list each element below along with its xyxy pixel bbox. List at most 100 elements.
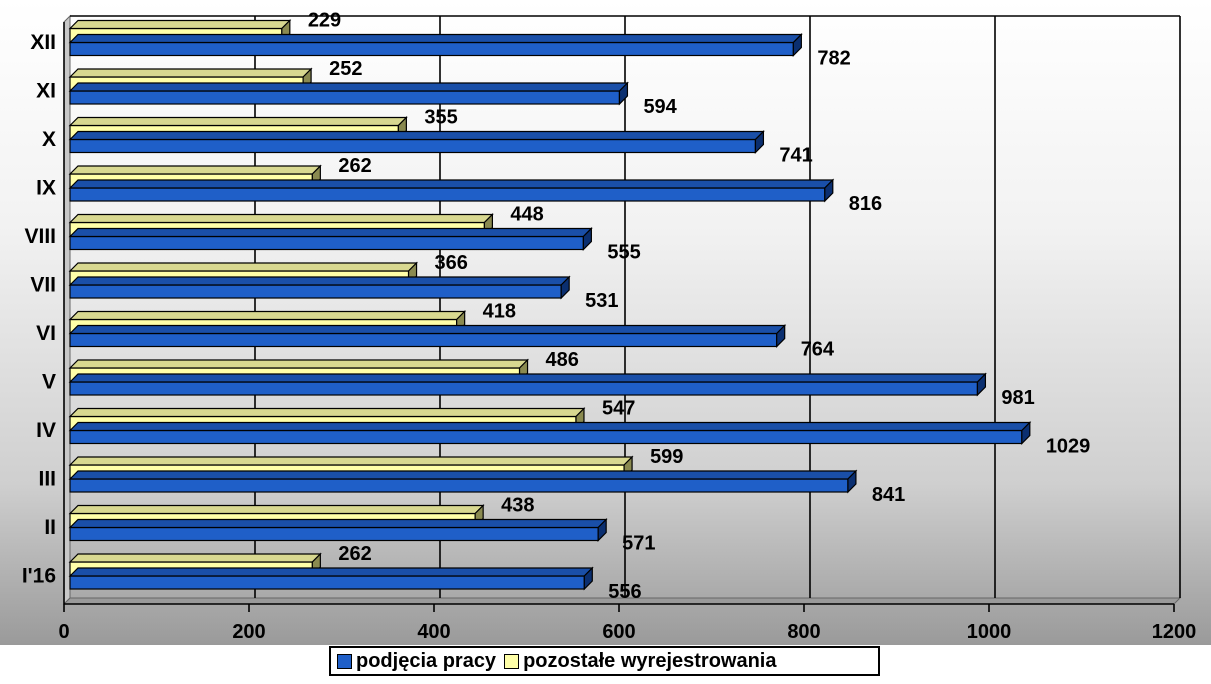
data-label-podjecia: 981 <box>1001 387 1034 409</box>
bar-podjecia <box>69 284 562 299</box>
data-label-pozostale: 599 <box>650 446 683 468</box>
category-label: VI <box>36 322 56 345</box>
bar-pozostale-top <box>68 116 408 127</box>
x-tick-label: 600 <box>602 621 635 643</box>
bar-podjecia <box>69 187 826 202</box>
bar-podjecia-top <box>68 130 765 141</box>
data-label-pozostale: 229 <box>308 10 341 32</box>
x-tick-label: 800 <box>787 621 820 643</box>
bar-podjecia <box>69 332 778 348</box>
data-label-podjecia: 741 <box>779 145 812 167</box>
bar-podjecia <box>69 138 757 154</box>
data-label-podjecia: 782 <box>817 48 850 70</box>
data-label-podjecia: 555 <box>607 242 640 264</box>
x-tick-label: 1000 <box>967 621 1012 643</box>
bar-podjecia-top <box>68 373 987 383</box>
bar-pozostale-top <box>68 19 292 30</box>
bar-podjecia-side <box>792 33 802 57</box>
category-label: XI <box>36 80 56 103</box>
bar-podjecia-top <box>68 227 593 238</box>
data-label-podjecia: 556 <box>608 581 641 603</box>
bar-podjecia-top <box>68 324 787 335</box>
bar-podjecia <box>69 90 621 105</box>
bar-pozostale-top <box>68 456 634 466</box>
bar-podjecia-top <box>68 276 571 286</box>
bar-podjecia-side <box>583 566 593 591</box>
bar-podjecia-side <box>618 81 629 106</box>
category-label: VII <box>30 274 56 297</box>
bar-podjecia <box>69 575 585 590</box>
category-label: X <box>42 128 56 151</box>
x-tick-label: 400 <box>417 621 450 643</box>
x-tick-label: 1200 <box>1152 621 1197 643</box>
bar-pozostale-top <box>68 213 494 224</box>
data-label-podjecia: 816 <box>849 193 882 215</box>
category-label: IV <box>36 419 56 442</box>
category-label: V <box>42 371 56 394</box>
data-label-pozostale: 438 <box>501 495 534 517</box>
bar-pozostale-top <box>68 359 529 369</box>
category-label: XII <box>30 31 56 54</box>
bar-podjecia-side <box>560 275 570 300</box>
bar-podjecia-side <box>776 324 786 348</box>
bar-podjecia-top <box>68 33 803 44</box>
bar-podjecia-top <box>68 421 1032 432</box>
legend-item-series-0: podjęcia pracy <box>337 650 496 673</box>
data-label-pozostale: 262 <box>338 155 371 177</box>
data-label-pozostale: 448 <box>510 204 543 226</box>
data-label-pozostale: 418 <box>483 301 516 323</box>
bar-podjecia-top <box>68 82 629 92</box>
bar-pozostale-top <box>68 553 322 563</box>
data-label-podjecia: 594 <box>643 96 677 118</box>
bar-podjecia <box>69 381 979 396</box>
bar-podjecia <box>69 478 849 493</box>
bar-podjecia-side <box>597 518 607 542</box>
data-label-pozostale: 366 <box>435 252 468 274</box>
x-tick-label: 0 <box>58 621 69 643</box>
data-label-pozostale: 547 <box>602 398 635 420</box>
bar-podjecia-top <box>68 567 594 577</box>
bar-podjecia-side <box>754 130 765 154</box>
bar-podjecia-side <box>976 372 987 397</box>
bar-pozostale-top <box>68 165 322 175</box>
data-label-podjecia: 1029 <box>1046 436 1091 458</box>
data-label-podjecia: 841 <box>872 484 905 506</box>
bar-podjecia <box>69 41 794 57</box>
legend-label-series-1: pozostałe wyrejestrowania <box>523 649 777 672</box>
category-label: II <box>44 516 56 539</box>
bar-podjecia-top <box>68 518 608 529</box>
category-label: III <box>38 468 56 491</box>
category-label: IX <box>36 177 56 200</box>
bar-podjecia-top <box>68 179 835 189</box>
bar-pozostale-top <box>68 68 313 78</box>
data-label-podjecia: 531 <box>585 290 618 312</box>
bar-pozostale-top <box>68 262 418 272</box>
data-label-podjecia: 764 <box>801 339 835 361</box>
legend: podjęcia pracy pozostałe wyrejestrowania <box>329 646 880 676</box>
legend-item-series-1: pozostałe wyrejestrowania <box>504 650 776 673</box>
bar-podjecia <box>69 429 1023 445</box>
data-label-pozostale: 486 <box>546 349 579 371</box>
bar-podjecia-side <box>582 227 592 251</box>
data-label-pozostale: 262 <box>338 543 371 565</box>
bar-podjecia <box>69 235 584 251</box>
bar-podjecia-side <box>824 178 834 203</box>
legend-label-series-0: podjęcia pracy <box>356 649 497 672</box>
data-label-podjecia: 571 <box>622 533 655 555</box>
plot-side-wall <box>63 14 71 606</box>
legend-swatch-blue <box>337 653 352 669</box>
bar-pozostale-top <box>68 310 467 321</box>
category-label: VIII <box>24 225 56 248</box>
bar-podjecia <box>69 526 599 542</box>
data-label-pozostale: 355 <box>424 107 457 129</box>
bar-podjecia-side <box>1021 421 1031 445</box>
legend-swatch-yellow <box>504 653 520 669</box>
bar-pozostale-top <box>68 407 586 418</box>
data-label-pozostale: 252 <box>329 58 362 80</box>
category-label: I'16 <box>22 565 56 588</box>
bar-podjecia-side <box>847 469 857 494</box>
x-tick-label: 200 <box>232 621 265 643</box>
bar-podjecia-top <box>68 470 858 480</box>
